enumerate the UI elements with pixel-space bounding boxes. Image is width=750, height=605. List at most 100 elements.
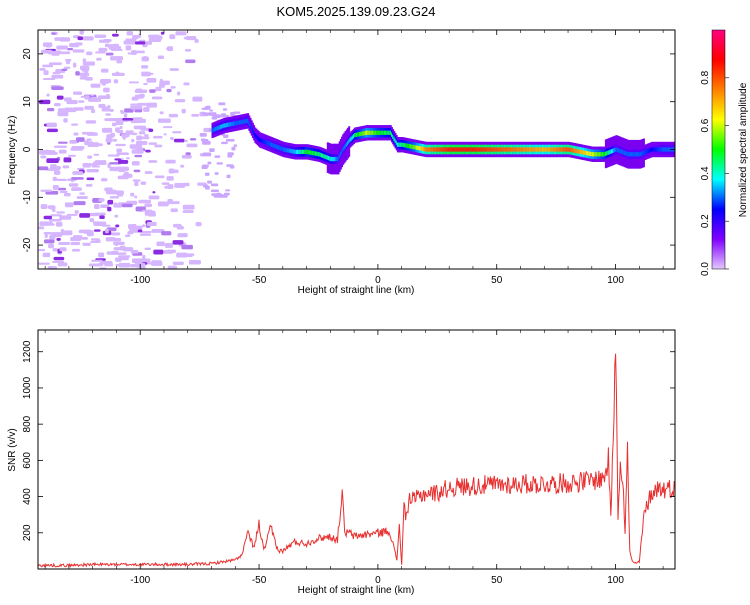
noise-speck [46, 107, 55, 112]
ridge-core [629, 152, 632, 157]
ridge-core [339, 152, 342, 157]
ridge-core [560, 147, 563, 152]
ridge-core [428, 147, 431, 152]
noise-speck [40, 204, 48, 210]
noise-speck [46, 158, 59, 163]
ridge-core [418, 145, 421, 151]
ridge-core [412, 144, 415, 150]
ridge-core [427, 147, 430, 152]
noise-speck [63, 66, 71, 70]
ridge-core [235, 121, 238, 126]
ridge-core [297, 149, 300, 155]
ridge-core [326, 155, 329, 160]
ridge-core [380, 130, 383, 135]
noise-speck [161, 182, 170, 185]
noise-speck [113, 202, 118, 208]
noise-speck [199, 133, 207, 137]
ridge-core [666, 147, 669, 152]
ridge-core [600, 152, 603, 157]
noise-speck [218, 102, 226, 106]
ridge-core [456, 147, 459, 152]
ridge-core [267, 141, 270, 146]
ridge-core [612, 148, 615, 154]
ridge-core [324, 154, 327, 159]
ridge-core [352, 134, 355, 139]
ridge-core [224, 123, 227, 128]
noise-speck [186, 143, 198, 148]
noise-speck [233, 111, 241, 114]
ridge-core [266, 140, 269, 145]
y-tick-label: 10 [22, 96, 33, 108]
noise-speck [115, 127, 120, 133]
noise-speck [207, 161, 212, 165]
y-tick-label: 20 [22, 48, 33, 60]
noise-speck [56, 211, 65, 214]
ridge-core [449, 147, 452, 152]
ridge-core [222, 123, 225, 129]
ridge-core [540, 147, 543, 152]
snr-x-ticks: -100 -50 0 50 100 [44, 330, 664, 586]
noise-speck [82, 242, 91, 246]
noise-speck [72, 49, 85, 53]
ridge-core [470, 147, 473, 152]
noise-speck [38, 248, 46, 252]
noise-speck [99, 215, 105, 219]
snr-frame [37, 329, 676, 570]
ridge-core [506, 147, 509, 152]
ridge-core [415, 145, 418, 150]
noise-speck [116, 60, 123, 64]
noise-speck [78, 100, 85, 103]
ridge-core [566, 147, 569, 152]
noise-speck [172, 261, 184, 266]
ridge-core [236, 120, 239, 126]
ridge-core [374, 130, 377, 135]
noise-speck [146, 77, 157, 83]
noise-speck [96, 57, 102, 61]
noise-speck [105, 189, 117, 195]
spectrogram-noise-speckle [38, 30, 241, 269]
ridge-core [392, 134, 395, 139]
ridge-core [495, 147, 498, 152]
noise-speck [109, 166, 122, 172]
noise-speck [98, 47, 108, 52]
noise-speck [100, 261, 113, 265]
ridge-core [337, 156, 340, 162]
noise-speck [138, 131, 146, 135]
ridge-core [335, 156, 338, 162]
ridge-core [606, 151, 609, 156]
noise-speck [181, 108, 186, 114]
noise-speck [233, 144, 238, 147]
ridge-core [474, 147, 477, 152]
ridge-core [316, 151, 319, 156]
ridge-core [628, 152, 631, 157]
ridge-core [269, 142, 272, 147]
noise-speck [52, 248, 58, 252]
noise-speck [90, 97, 98, 101]
noise-speck [94, 34, 107, 38]
ridge-core [543, 147, 546, 152]
ridge-core [587, 151, 590, 156]
noise-speck [141, 71, 151, 77]
ridge-core [317, 151, 320, 157]
noise-speck [42, 77, 56, 81]
noise-speck [115, 71, 120, 74]
noise-speck [157, 201, 169, 207]
ridge-core [648, 148, 651, 153]
y-tick-label: 600 [22, 452, 33, 469]
noise-speck [66, 59, 70, 65]
ridge-core [594, 152, 597, 157]
spectrogram-signal-ridge [211, 113, 675, 175]
noise-speck [143, 107, 150, 112]
ridge-core [598, 152, 601, 157]
noise-speck [46, 122, 57, 128]
ridge-core [338, 154, 341, 159]
ridge-core [356, 132, 359, 137]
noise-speck [132, 179, 141, 182]
noise-speck [51, 74, 64, 79]
noise-speck [182, 182, 190, 187]
ridge-core [660, 147, 663, 152]
ridge-core [232, 121, 235, 126]
noise-speck [58, 141, 68, 144]
y-tick-label: 1000 [22, 376, 33, 399]
